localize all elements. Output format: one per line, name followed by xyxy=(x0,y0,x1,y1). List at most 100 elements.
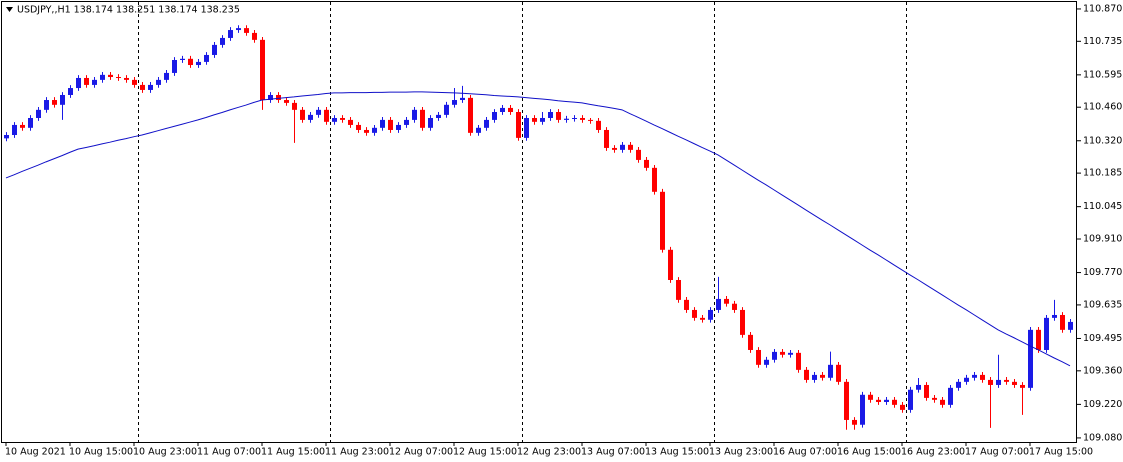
candle-body xyxy=(100,74,105,80)
candle-body xyxy=(780,351,785,355)
candle-body xyxy=(924,384,929,398)
candle-body xyxy=(820,374,825,378)
candle-body xyxy=(996,379,1001,385)
candle-body xyxy=(388,119,393,130)
candle-body xyxy=(1068,321,1073,330)
candle-body xyxy=(1028,329,1033,388)
candle-body xyxy=(412,109,417,120)
candle-body xyxy=(276,94,281,101)
candle-body xyxy=(348,119,353,125)
candle-body xyxy=(516,112,521,138)
candle-body xyxy=(460,97,465,101)
candle-body xyxy=(60,94,65,105)
candle-body xyxy=(932,397,937,400)
candle-body xyxy=(748,334,753,350)
candle-body xyxy=(724,298,729,304)
candle-body xyxy=(172,59,177,73)
x-tick-label: 13 Aug 07:00 xyxy=(581,447,645,458)
candle-body xyxy=(244,28,249,33)
candle-body xyxy=(220,37,225,45)
candle-body xyxy=(612,147,617,150)
candle-body xyxy=(708,309,713,320)
candle-body xyxy=(836,364,841,382)
candle-body xyxy=(740,309,745,335)
plot-frame xyxy=(1,1,1077,443)
x-tick-label: 12 Aug 15:00 xyxy=(453,447,517,458)
y-tick-label: 110.870 xyxy=(1083,3,1122,14)
candle-body xyxy=(628,144,633,150)
candle-body xyxy=(356,124,361,130)
candle-body xyxy=(252,32,257,40)
y-tick-label: 110.735 xyxy=(1083,36,1122,47)
moving-average-line xyxy=(5,91,1071,367)
candle-body xyxy=(28,117,33,128)
candle-body xyxy=(1044,317,1049,350)
candle-body xyxy=(140,84,145,90)
candle-body xyxy=(500,107,505,112)
candle-body xyxy=(108,74,113,78)
candle-body xyxy=(644,159,649,168)
candle-body xyxy=(204,54,209,62)
candle-body xyxy=(4,135,9,139)
candle-body xyxy=(684,299,689,310)
candle-body xyxy=(92,79,97,85)
candle-body xyxy=(260,39,265,101)
candle-body xyxy=(52,100,57,105)
candle-body xyxy=(852,419,857,425)
candle-body xyxy=(68,88,73,95)
menu-arrow[interactable] xyxy=(6,7,13,12)
candle-body xyxy=(796,352,801,370)
candle-body xyxy=(180,58,185,60)
candle-body xyxy=(972,374,977,378)
candle-body xyxy=(1060,314,1065,330)
candle-body xyxy=(124,77,129,80)
candle-body xyxy=(492,112,497,120)
x-tick-label: 11 Aug 07:00 xyxy=(197,447,261,458)
x-tick-label: 17 Aug 15:00 xyxy=(1029,447,1093,458)
candle-body xyxy=(452,100,457,105)
candle-body xyxy=(20,124,25,128)
candle-body xyxy=(364,129,369,133)
x-tick-label: 10 Aug 23:00 xyxy=(133,447,197,458)
candle-body xyxy=(316,109,321,115)
candle-body xyxy=(892,399,897,405)
candle-body xyxy=(380,119,385,128)
candle-body xyxy=(556,112,561,120)
x-tick-label: 13 Aug 23:00 xyxy=(709,447,773,458)
y-tick-label: 109.080 xyxy=(1083,432,1122,443)
candle-body xyxy=(148,84,153,90)
candle-body xyxy=(732,303,737,310)
candle-body xyxy=(404,119,409,125)
x-tick-label: 11 Aug 15:00 xyxy=(261,447,325,458)
candle-body xyxy=(884,399,889,402)
candle-body xyxy=(964,377,969,382)
y-tick-label: 109.770 xyxy=(1083,267,1122,278)
candle-body xyxy=(844,381,849,420)
candle-body xyxy=(428,117,433,128)
candle-body xyxy=(860,394,865,425)
candle-body xyxy=(948,387,953,405)
y-tick-label: 109.495 xyxy=(1083,333,1122,344)
candle-body xyxy=(828,364,833,378)
candle-body xyxy=(812,374,817,380)
candle-body xyxy=(468,97,473,133)
candle-body xyxy=(940,399,945,405)
candle-body xyxy=(604,129,609,148)
candle-body xyxy=(36,109,41,118)
candle-body xyxy=(300,109,305,120)
candle-body xyxy=(1020,384,1025,388)
candle-body xyxy=(572,117,577,119)
candle-body xyxy=(1004,379,1009,382)
candle-body xyxy=(636,149,641,160)
candle-body xyxy=(228,30,233,38)
candle-body xyxy=(620,144,625,150)
candle-body xyxy=(700,317,705,320)
candle-body xyxy=(764,359,769,365)
y-tick-label: 109.635 xyxy=(1083,299,1122,310)
candle-body xyxy=(44,100,49,110)
candle-body xyxy=(668,249,673,280)
x-tick-label: 12 Aug 07:00 xyxy=(389,447,453,458)
candle-body xyxy=(508,107,513,112)
